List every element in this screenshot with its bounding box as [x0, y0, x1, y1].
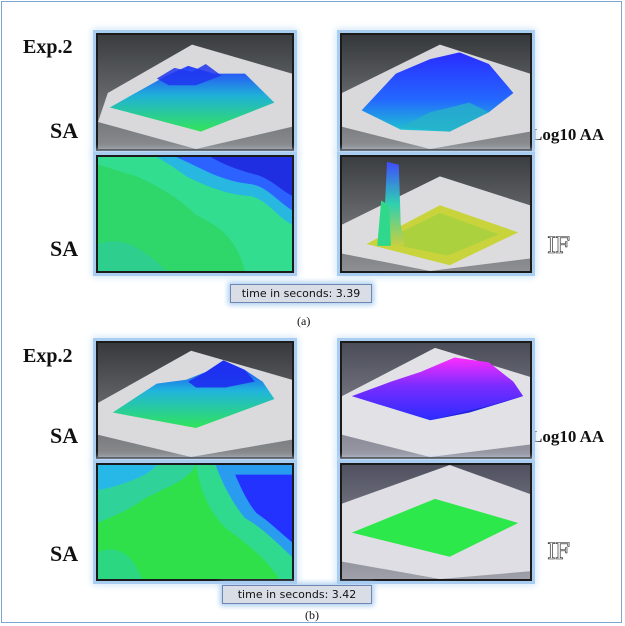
if-surface-plot-a	[340, 155, 532, 273]
caption-a: (a)	[297, 314, 311, 328]
sa-label-b-top: SA	[50, 423, 79, 448]
sa-surface-plot-a	[96, 33, 294, 151]
time-readout-b: time in seconds: 3.42	[222, 585, 372, 604]
caption-b: (b)	[305, 608, 319, 622]
if-label-a: IF	[547, 234, 571, 260]
sa-surface-plot-b	[96, 341, 294, 459]
log10-aa-surface-plot-a	[340, 33, 532, 151]
time-readout-a: time in seconds: 3.39	[230, 284, 372, 303]
exp-label-b: Exp.2	[23, 345, 73, 367]
sa-contour-plot-b	[96, 463, 294, 581]
sa-contour-plot-a	[96, 155, 294, 273]
exp-label-a: Exp.2	[23, 36, 73, 58]
sa-label-a-top: SA	[50, 118, 79, 143]
sa-label-b-bottom: SA	[50, 541, 79, 566]
log10-aa-surface-plot-b	[340, 341, 532, 459]
if-surface-plot-b	[340, 463, 532, 581]
sa-label-a-bottom: SA	[50, 236, 79, 261]
log10-aa-label-b: Log10 AA	[531, 427, 605, 446]
if-label-b: IF	[547, 540, 571, 566]
log10-aa-label-a: Log10 AA	[531, 125, 605, 144]
